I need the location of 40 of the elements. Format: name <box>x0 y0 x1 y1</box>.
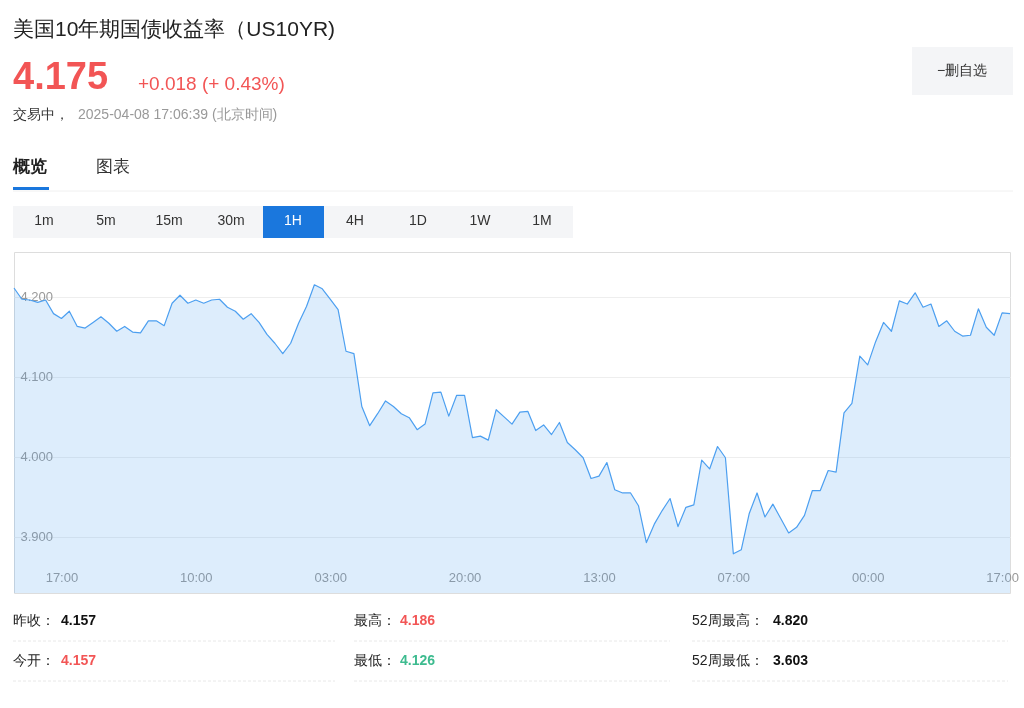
text: 5m <box>96 212 116 228</box>
x-tick-label: 07:00 <box>717 569 751 585</box>
text: 4.175 <box>13 55 109 97</box>
text: 概览 <box>12 157 47 176</box>
text: 今开： <box>13 652 55 668</box>
text: 4.157 <box>61 612 97 628</box>
text: 4.820 <box>773 612 809 628</box>
text: 交易中， <box>13 106 69 122</box>
x-tick-label: 03:00 <box>314 569 347 585</box>
text: 昨收： <box>13 612 55 628</box>
text: 30m <box>217 212 245 228</box>
y-tick-label: 4.000 <box>20 449 54 465</box>
text: 1M <box>532 212 552 228</box>
y-tick-label: 4.100 <box>20 369 54 385</box>
text: 3.603 <box>773 652 809 668</box>
text: 15m <box>155 212 183 228</box>
text: 4H <box>346 212 364 228</box>
text: 2025-04-08 17:06:39 (北京时间) <box>78 106 278 122</box>
text: 1H <box>284 212 302 228</box>
text: 1D <box>409 212 427 228</box>
x-tick-label: 13:00 <box>583 569 616 585</box>
text: 52周最高： <box>692 612 764 628</box>
text: 4.186 <box>400 612 436 628</box>
text: 52周最低： <box>692 652 764 668</box>
x-tick-label: 10:00 <box>180 569 213 585</box>
x-tick-label: 17:00 <box>45 569 79 585</box>
chart-title: 美国10年期国债收益率（US10YR) <box>13 17 336 40</box>
text: 1W <box>469 212 492 228</box>
x-tick-label: 17:00 <box>986 569 1019 585</box>
text: 图表 <box>96 157 130 176</box>
x-tick-label: 00:00 <box>851 569 885 585</box>
x-tick-label: 20:00 <box>448 569 482 585</box>
text: 1m <box>34 212 54 228</box>
text: −删自选 <box>936 62 988 78</box>
text: 最低： <box>354 652 396 668</box>
text: +0.018 (+ 0.43%) <box>138 73 285 94</box>
text: 最高： <box>354 612 396 628</box>
text: 4.157 <box>61 652 97 668</box>
text: 4.126 <box>400 652 436 668</box>
y-tick-label: 3.900 <box>20 529 54 545</box>
